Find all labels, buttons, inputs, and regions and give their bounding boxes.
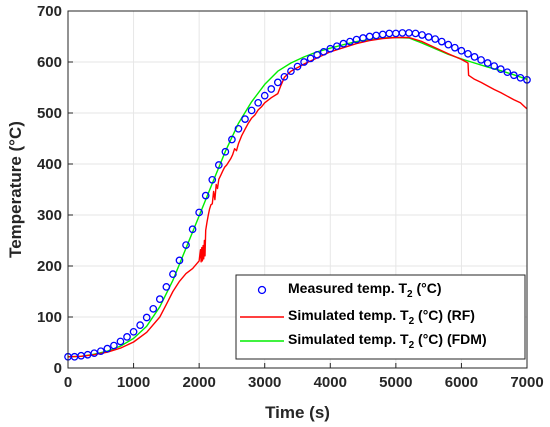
data-point-measured bbox=[457, 46, 466, 55]
data-point-measured bbox=[162, 283, 171, 291]
data-point-measured bbox=[129, 327, 138, 336]
legend-label-fdm-unit: (°C) (FDM) bbox=[414, 331, 486, 347]
data-point-measured bbox=[280, 72, 289, 81]
y-tick-label: 200 bbox=[37, 258, 62, 275]
series-measured bbox=[64, 29, 531, 361]
data-point-measured bbox=[155, 295, 164, 303]
plot-frame bbox=[67, 10, 528, 369]
data-point-measured bbox=[234, 124, 243, 133]
legend-label-rf-main: Simulated temp. T bbox=[288, 307, 409, 323]
data-point-measured bbox=[142, 313, 151, 322]
legend-label-rf-sub: 2 bbox=[409, 316, 415, 327]
x-tick-label: 3000 bbox=[248, 374, 281, 391]
data-point-measured bbox=[287, 67, 295, 76]
data-point-measured bbox=[332, 42, 341, 51]
x-tick-label: 5000 bbox=[379, 374, 412, 391]
series-layer bbox=[64, 29, 531, 361]
ticks bbox=[67, 10, 528, 369]
legend-label-measured-sub: 2 bbox=[407, 289, 413, 300]
x-tick-label: 2000 bbox=[182, 374, 215, 391]
data-point-measured bbox=[241, 115, 249, 123]
data-point-measured bbox=[201, 191, 210, 200]
data-point-measured bbox=[431, 35, 440, 43]
data-point-measured bbox=[214, 161, 223, 169]
legend-box bbox=[235, 274, 526, 360]
data-point-measured bbox=[175, 256, 184, 265]
data-point-measured bbox=[149, 304, 158, 313]
legend-label-fdm-main: Simulated temp. T bbox=[288, 331, 409, 347]
data-point-measured bbox=[464, 49, 472, 58]
data-point-measured bbox=[516, 73, 525, 82]
legend-label-measured: Measured temp. T2 (°C) bbox=[288, 280, 442, 300]
data-point-measured bbox=[169, 270, 177, 279]
data-point-measured bbox=[260, 91, 269, 100]
y-tick-label: 600 bbox=[37, 54, 62, 71]
y-tick-label: 100 bbox=[37, 309, 62, 326]
data-point-measured bbox=[326, 44, 335, 53]
data-point-measured bbox=[182, 241, 190, 249]
y-tick-label: 300 bbox=[37, 207, 62, 224]
data-point-measured bbox=[267, 85, 276, 93]
x-tick-label: 0 bbox=[64, 374, 72, 391]
data-point-measured bbox=[313, 51, 322, 59]
legend-label-measured-unit: (°C) bbox=[413, 280, 442, 296]
data-point-measured bbox=[254, 98, 263, 107]
y-tick-label: 500 bbox=[37, 105, 62, 122]
data-point-measured bbox=[418, 31, 426, 39]
data-point-measured bbox=[306, 54, 315, 63]
data-point-measured bbox=[300, 58, 308, 66]
x-tick-label: 6000 bbox=[445, 374, 478, 391]
x-tick-label: 7000 bbox=[510, 374, 543, 391]
data-point-measured bbox=[510, 71, 518, 80]
data-point-measured bbox=[451, 43, 459, 52]
legend-marker-measured bbox=[257, 285, 267, 295]
data-point-measured bbox=[339, 39, 348, 48]
data-point-measured bbox=[470, 53, 479, 61]
data-point-measured bbox=[346, 37, 354, 46]
data-point-measured bbox=[444, 40, 453, 49]
data-point-measured bbox=[136, 321, 144, 330]
legend-label-rf: Simulated temp. T2 (°C) (RF) bbox=[288, 307, 475, 327]
data-point-measured bbox=[195, 208, 203, 217]
data-point-measured bbox=[247, 106, 256, 115]
data-point-measured bbox=[437, 37, 446, 46]
data-point-measured bbox=[319, 47, 328, 56]
y-tick-label: 0 bbox=[54, 360, 62, 377]
y-tick-label: 700 bbox=[37, 3, 62, 20]
data-point-measured bbox=[293, 62, 302, 71]
series-line-rf bbox=[67, 36, 528, 358]
legend-label-measured-main: Measured temp. T bbox=[288, 280, 407, 296]
data-point-measured bbox=[228, 135, 236, 144]
data-point-measured bbox=[273, 78, 282, 87]
data-point-measured bbox=[90, 349, 99, 358]
data-point-measured bbox=[208, 175, 217, 184]
data-point-measured bbox=[496, 65, 505, 73]
series-rf bbox=[67, 36, 528, 358]
y-axis-label: Temperature (°C) bbox=[6, 121, 25, 258]
y-tick-label: 400 bbox=[37, 156, 62, 173]
data-point-measured bbox=[96, 347, 105, 356]
x-tick-label: 4000 bbox=[314, 374, 347, 391]
data-point-measured bbox=[424, 33, 433, 41]
legend-label-fdm: Simulated temp. T2 (°C) (FDM) bbox=[288, 331, 487, 351]
data-point-measured bbox=[188, 225, 197, 234]
legend-label-rf-unit: (°C) (RF) bbox=[414, 307, 475, 323]
data-point-measured bbox=[490, 62, 499, 70]
data-point-measured bbox=[221, 147, 230, 156]
data-point-measured bbox=[477, 56, 485, 64]
x-axis-label: Time (s) bbox=[265, 403, 330, 422]
data-point-measured bbox=[110, 341, 118, 350]
data-point-measured bbox=[116, 337, 125, 346]
data-point-measured bbox=[503, 68, 512, 77]
tick-labels: 0 1000 2000 3000 4000 5000 6000 7000 0 100 200 300 4… bbox=[37, 3, 544, 391]
legend-label-fdm-sub: 2 bbox=[409, 340, 415, 351]
legend: Measured temp. T2 (°C) Simulated temp. T… bbox=[235, 274, 526, 360]
data-point-measured bbox=[483, 59, 492, 67]
data-point-measured bbox=[103, 344, 112, 353]
data-point-measured bbox=[123, 333, 131, 341]
x-tick-label: 1000 bbox=[117, 374, 150, 391]
